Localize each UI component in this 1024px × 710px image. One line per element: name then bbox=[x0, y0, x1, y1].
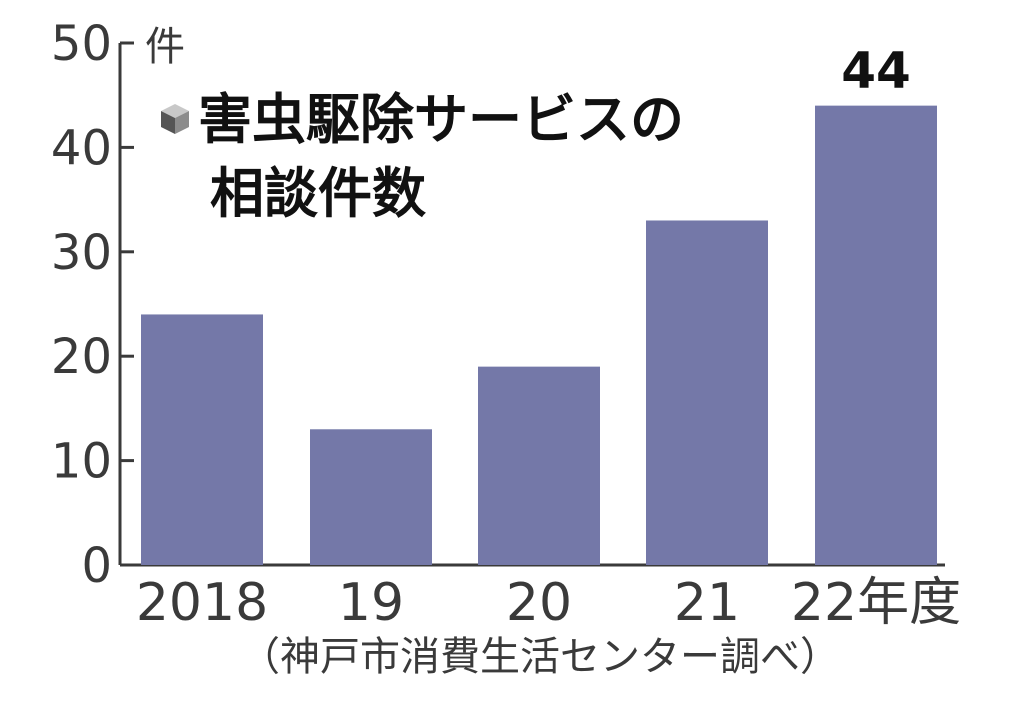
bar-19 bbox=[310, 429, 432, 565]
chart-title-line2: 相談件数 bbox=[210, 162, 426, 225]
bar-22年度 bbox=[815, 105, 937, 565]
y-axis: 0 10 20 30 40 50 bbox=[51, 16, 945, 594]
bar-20 bbox=[478, 366, 600, 565]
y-tick-label: 10 bbox=[51, 434, 112, 490]
y-tick-label: 40 bbox=[51, 120, 112, 176]
y-tick-label: 50 bbox=[51, 16, 112, 72]
y-tick-label: 20 bbox=[51, 329, 112, 385]
data-label-44: 44 bbox=[841, 42, 911, 100]
category-label: 21 bbox=[674, 573, 740, 633]
bar-21 bbox=[646, 220, 768, 566]
cube-icon bbox=[161, 104, 189, 134]
chart-title-line1: 害虫駆除サービスの bbox=[198, 88, 684, 151]
category-label: 2018 bbox=[136, 573, 268, 633]
category-label: 19 bbox=[338, 573, 404, 633]
y-unit-label: 件 bbox=[145, 24, 185, 70]
category-labels: 2018 19 20 21 22年度 bbox=[136, 573, 961, 633]
category-label: 22年度 bbox=[791, 573, 961, 633]
y-tick-label: 0 bbox=[81, 538, 112, 594]
source-note: （神戸市消費生活センター調べ） bbox=[240, 634, 840, 680]
bars-group bbox=[141, 105, 937, 566]
category-label: 20 bbox=[506, 573, 572, 633]
y-tick-label: 30 bbox=[51, 225, 112, 281]
bar-2018 bbox=[141, 314, 263, 565]
